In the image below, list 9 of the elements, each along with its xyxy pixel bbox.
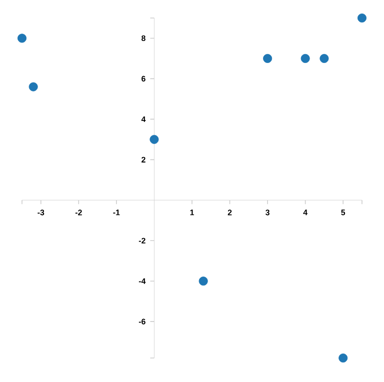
point <box>338 354 348 362</box>
point <box>320 54 329 63</box>
point <box>300 54 310 63</box>
point <box>198 276 208 286</box>
point <box>28 82 38 92</box>
point <box>18 34 26 43</box>
point <box>263 54 272 63</box>
point <box>357 13 366 22</box>
point <box>150 134 159 144</box>
